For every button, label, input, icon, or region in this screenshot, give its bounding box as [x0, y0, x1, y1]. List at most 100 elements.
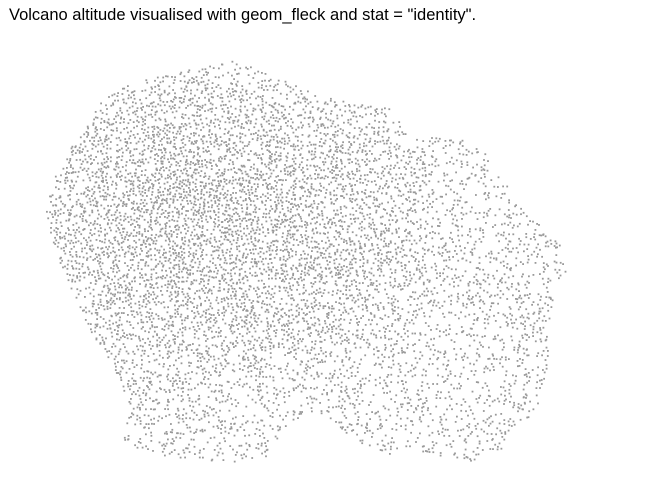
- fleck-point: [163, 256, 166, 259]
- fleck-point: [356, 151, 359, 154]
- fleck-point: [354, 220, 356, 223]
- fleck-point: [343, 188, 346, 191]
- fleck-point: [535, 246, 538, 249]
- fleck-point: [207, 71, 209, 74]
- fleck-point: [105, 136, 107, 138]
- fleck-point: [132, 253, 135, 256]
- fleck-point: [196, 105, 199, 107]
- fleck-point: [169, 276, 172, 279]
- fleck-point: [180, 150, 183, 153]
- fleck-point: [310, 177, 313, 180]
- fleck-point: [176, 244, 179, 247]
- fleck-point: [92, 248, 95, 251]
- fleck-point: [334, 105, 336, 108]
- fleck-point: [137, 121, 140, 124]
- fleck-point: [209, 102, 212, 105]
- fleck-point: [431, 163, 434, 166]
- fleck-point: [305, 182, 308, 185]
- fleck-point: [242, 276, 245, 279]
- fleck-point: [180, 196, 183, 198]
- fleck-point: [149, 186, 151, 189]
- fleck-point: [473, 243, 476, 246]
- fleck-point: [234, 116, 237, 118]
- fleck-point: [153, 158, 156, 160]
- fleck-point: [430, 266, 433, 269]
- fleck-point: [198, 289, 201, 292]
- fleck-point: [196, 111, 198, 114]
- fleck-point: [280, 105, 283, 107]
- fleck-point: [313, 277, 316, 279]
- fleck-point: [374, 142, 376, 145]
- fleck-point: [305, 230, 308, 232]
- fleck-point: [124, 212, 127, 215]
- fleck-point: [241, 219, 243, 222]
- fleck-point: [226, 150, 228, 153]
- fleck-point: [200, 188, 203, 191]
- fleck-point: [74, 145, 77, 148]
- fleck-point: [464, 201, 467, 204]
- fleck-point: [69, 209, 72, 212]
- fleck-point: [449, 236, 451, 239]
- fleck-point: [413, 223, 415, 225]
- fleck-point: [358, 207, 361, 210]
- fleck-point: [103, 241, 106, 244]
- fleck-point: [206, 73, 208, 76]
- fleck-point: [523, 250, 525, 253]
- fleck-point: [294, 183, 297, 185]
- fleck-point: [276, 240, 279, 243]
- fleck-point: [389, 173, 392, 176]
- fleck-point: [152, 174, 154, 177]
- fleck-point: [384, 224, 386, 226]
- fleck-point: [433, 287, 436, 289]
- fleck-point: [286, 134, 289, 137]
- fleck-point: [118, 149, 121, 151]
- fleck-point: [56, 180, 59, 182]
- fleck-point: [267, 229, 269, 231]
- fleck-point: [59, 195, 62, 198]
- fleck-point: [224, 236, 227, 238]
- fleck-point: [216, 165, 218, 167]
- fleck-point: [228, 100, 231, 103]
- fleck-point: [229, 194, 232, 196]
- fleck-point: [401, 176, 404, 179]
- fleck-point: [69, 251, 71, 253]
- fleck-point: [419, 189, 422, 191]
- fleck-point: [131, 175, 133, 178]
- fleck-point: [384, 282, 387, 284]
- fleck-point: [363, 227, 366, 230]
- fleck-point: [169, 198, 172, 200]
- fleck-point: [131, 222, 134, 225]
- fleck-point: [115, 187, 118, 190]
- fleck-point: [184, 95, 186, 98]
- fleck-point: [213, 179, 216, 182]
- fleck-point: [141, 190, 144, 193]
- fleck-point: [395, 251, 398, 254]
- fleck-point: [72, 242, 75, 244]
- fleck-point: [166, 216, 169, 219]
- fleck-point: [154, 222, 157, 225]
- fleck-point: [123, 255, 126, 258]
- fleck-point: [261, 292, 264, 294]
- fleck-point: [75, 180, 78, 183]
- fleck-point: [429, 140, 431, 143]
- fleck-point: [293, 220, 296, 222]
- fleck-point: [284, 260, 287, 262]
- fleck-point: [443, 245, 445, 248]
- fleck-point: [177, 228, 180, 231]
- fleck-point: [323, 169, 325, 172]
- fleck-point: [281, 196, 284, 199]
- fleck-point: [173, 170, 176, 173]
- fleck-point: [171, 101, 174, 103]
- fleck-point: [174, 195, 177, 198]
- fleck-point: [160, 213, 163, 216]
- fleck-point: [286, 170, 289, 173]
- fleck-point: [188, 187, 190, 189]
- fleck-point: [189, 200, 192, 202]
- fleck-point: [462, 294, 464, 297]
- fleck-point: [294, 194, 296, 196]
- fleck-point: [317, 274, 319, 277]
- fleck-point: [270, 186, 273, 188]
- fleck-point: [114, 256, 117, 259]
- fleck-point: [54, 243, 57, 245]
- fleck-point: [138, 238, 141, 241]
